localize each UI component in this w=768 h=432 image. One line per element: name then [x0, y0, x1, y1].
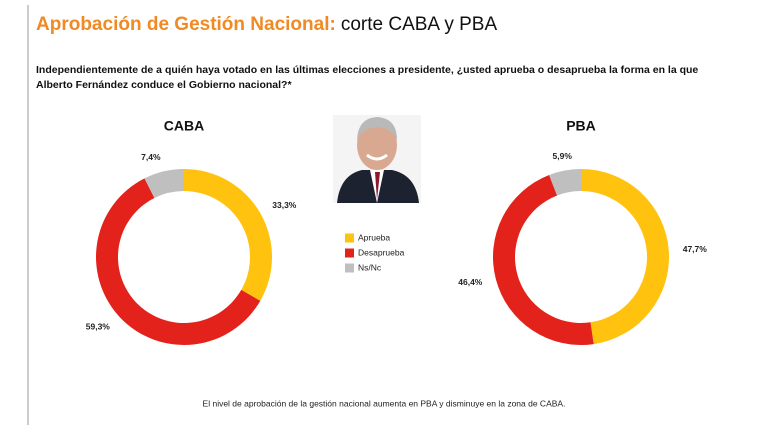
donut-slice	[144, 169, 184, 199]
data-label: 5,9%	[553, 151, 573, 161]
legend-swatch	[345, 233, 354, 243]
data-label: 47,7%	[683, 244, 708, 254]
data-label: 7,4%	[141, 152, 161, 162]
donut-slice	[184, 169, 272, 301]
legend-label: Aprueba	[358, 232, 390, 242]
legend-swatch	[345, 263, 354, 273]
chart-title: PBA	[566, 118, 596, 134]
title-highlight: Aprobación de Gestión Nacional:	[36, 14, 336, 35]
data-label: 33,3%	[272, 200, 297, 210]
legend-label: Ns/Nc	[358, 262, 382, 272]
slide-title: Aprobación de Gestión Nacional: corte CAB…	[36, 14, 497, 35]
donut-slice	[581, 169, 670, 345]
footnote: El nivel de aprobación de la gestión nac…	[203, 398, 566, 408]
donut-slice	[549, 169, 581, 196]
question-line: Independientemente de a quién haya votad…	[36, 64, 698, 76]
data-label: 46,4%	[458, 277, 483, 287]
title-rest: corte CABA y PBA	[341, 14, 498, 35]
donut-slice	[492, 174, 594, 345]
chart-title: CABA	[164, 118, 204, 134]
portrait	[333, 115, 421, 203]
question-line: Alberto Fernández conduce el Gobierno na…	[36, 79, 292, 91]
data-label: 59,3%	[86, 321, 111, 331]
legend-label: Desaprueba	[358, 247, 405, 257]
legend-swatch	[345, 248, 354, 258]
